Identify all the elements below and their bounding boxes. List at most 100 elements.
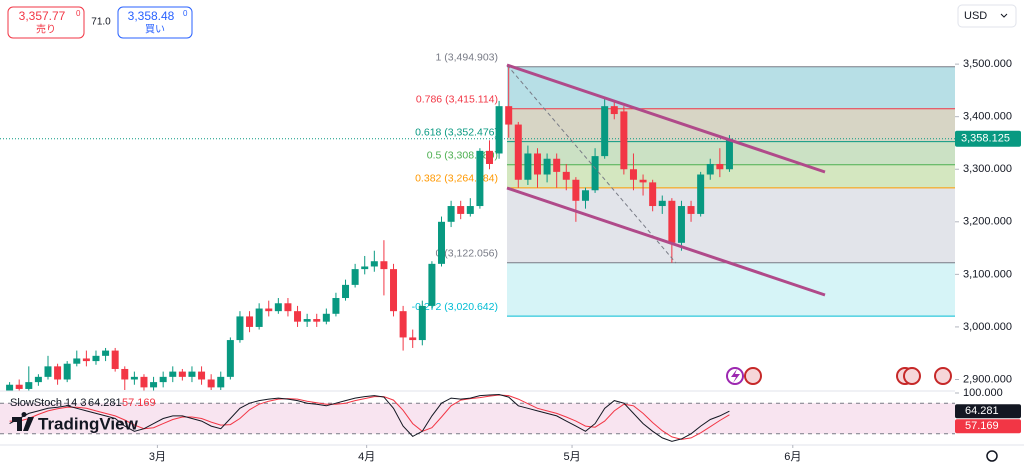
- sell-price: 3,357.77: [19, 9, 66, 23]
- candle-body: [255, 308, 263, 327]
- stoch-legend-d: 57.169: [122, 397, 156, 409]
- channel-lower[interactable]: [506, 186, 826, 297]
- candle-body: [92, 355, 100, 362]
- event-icon[interactable]: [744, 367, 762, 385]
- candle-body: [524, 153, 532, 180]
- candle-body: [601, 106, 609, 157]
- fib-label: 0.618 (3,352.476): [415, 126, 498, 138]
- fib-band: [507, 164, 955, 188]
- sell-box[interactable]: [7, 6, 85, 39]
- stoch-d-box: [955, 419, 1021, 434]
- currency: USD: [964, 10, 987, 22]
- buy-box[interactable]: [117, 6, 193, 39]
- candle-body: [380, 261, 388, 270]
- candle-body: [485, 150, 493, 164]
- fib-label: 0.786 (3,415.114): [416, 94, 498, 106]
- event-icon[interactable]: [903, 367, 921, 385]
- candle-body: [649, 182, 657, 207]
- candle-body: [207, 379, 215, 388]
- stoch-k-box: [955, 404, 1021, 419]
- candle-body: [697, 174, 705, 214]
- candle-body: [370, 261, 378, 267]
- indicator-pane: SlowStoch 14 3 64.281 57.169: [0, 393, 955, 442]
- stoch-k-line: [9, 393, 730, 442]
- buy-sup: 0: [183, 9, 188, 18]
- candle-body: [572, 179, 580, 201]
- candle-body: [639, 179, 647, 183]
- y-tick-label: 3,200.000: [963, 216, 1012, 228]
- candle-body: [351, 269, 359, 285]
- x-tick-label: 6月: [784, 451, 801, 463]
- candle-body: [82, 358, 90, 362]
- candle-body: [198, 371, 206, 380]
- currency-box[interactable]: [957, 4, 1017, 28]
- y-tick-label: 3,300.000: [963, 163, 1012, 175]
- candle-body: [457, 206, 465, 214]
- event-icon[interactable]: [934, 367, 952, 385]
- candle-body: [121, 368, 129, 380]
- candle-body: [658, 200, 666, 207]
- candle-body: [418, 305, 426, 341]
- settings-icon[interactable]: [986, 450, 998, 462]
- candle-body: [438, 221, 446, 264]
- candle-body: [428, 263, 436, 306]
- fib-layer: 1 (3,494.903) 0.786 (3,415.114) 0.618 (3,3…: [412, 52, 955, 317]
- x-tick-label: 4月: [358, 451, 375, 463]
- candle-body: [687, 206, 695, 214]
- candle-body: [284, 303, 292, 312]
- candle-body: [390, 269, 398, 312]
- candle-body: [476, 150, 484, 207]
- channel-upper[interactable]: [506, 63, 826, 174]
- settings[interactable]: [986, 450, 998, 462]
- brand-logo: [12, 412, 34, 431]
- last-price-label: 3,358.125: [961, 133, 1010, 145]
- candle-body: [102, 350, 110, 356]
- candle-body: [725, 138, 733, 170]
- candle-body: [15, 384, 23, 389]
- candle-body: [6, 384, 14, 391]
- sell-label: 売り: [36, 23, 56, 36]
- candle-body: [668, 200, 676, 243]
- candle-body: [25, 382, 33, 389]
- candle-body: [505, 106, 513, 125]
- candle-body: [342, 284, 350, 299]
- stoch-name: SlowStoch 14 3: [10, 397, 86, 409]
- event-icons[interactable]: [726, 367, 952, 385]
- candle-body: [178, 371, 186, 377]
- stoch-d-value: 57.169: [965, 420, 999, 432]
- fib-band: [507, 108, 955, 142]
- stoch-legend-k: 64.281: [88, 397, 122, 409]
- candle-body: [111, 350, 119, 369]
- stoch-k-value: 64.281: [965, 405, 999, 417]
- candle-body: [73, 358, 81, 364]
- candle-body: [716, 163, 724, 170]
- candle-body: [159, 376, 167, 383]
- buy-label: 買い: [145, 24, 165, 36]
- candle-body: [447, 206, 455, 222]
- currency-select[interactable]: USD: [957, 4, 1017, 28]
- candle-body: [34, 376, 42, 383]
- candle-body: [54, 366, 62, 380]
- candle-body: [677, 206, 685, 243]
- brand: TradingView: [12, 412, 139, 433]
- y-tick-label: 3,000.000: [963, 321, 1012, 333]
- y-tick-label: 3,100.000: [963, 268, 1012, 280]
- x-tick-label: 3月: [149, 451, 166, 463]
- y-tick-label: 3,500.000: [963, 58, 1012, 70]
- candle-body: [533, 153, 541, 175]
- candle-body: [294, 311, 302, 322]
- event-bolt: [731, 369, 740, 383]
- candle-body: [399, 311, 407, 338]
- candle-body: [226, 340, 234, 377]
- main-pane: [0, 66, 955, 391]
- stoch-d-line: [9, 394, 730, 440]
- brand-name: TradingView: [38, 414, 139, 433]
- fib-band: [507, 262, 955, 317]
- candle-body: [620, 111, 628, 170]
- buy-button[interactable]: 3,358.48 0 買い: [117, 6, 193, 39]
- sell-button[interactable]: 3,357.77 0 売り: [7, 6, 85, 39]
- axes: 2,900.000 3,000.000 3,100.000 3,200.000 3,30…: [0, 58, 1024, 463]
